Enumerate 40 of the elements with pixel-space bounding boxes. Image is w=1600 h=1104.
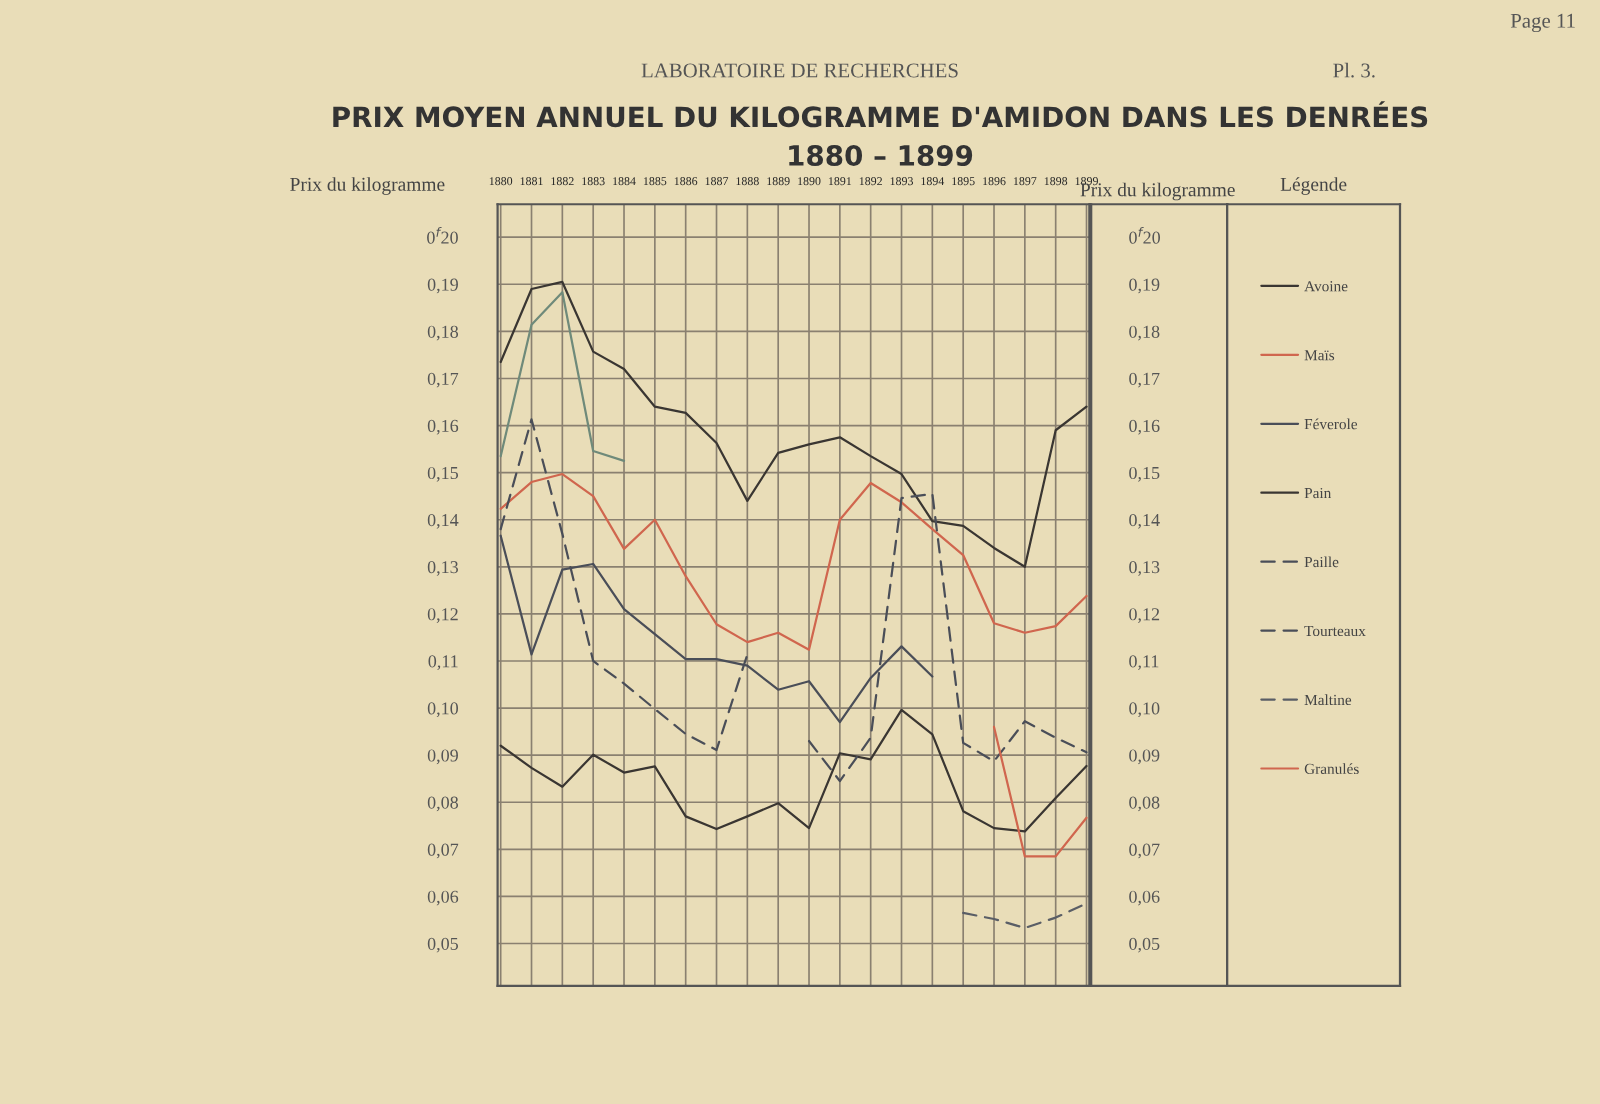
y-tick-label: 0,06 [427, 890, 459, 906]
y-axis-title: Prix du kilogramme [290, 177, 445, 195]
legend-title: Légende [1280, 177, 1347, 195]
y2-tick-label: 0,13 [1129, 561, 1160, 576]
y-tick-label: 0,11 [428, 655, 458, 671]
y2-tick-label: 0,19 [1129, 278, 1160, 294]
y2-axis-title: Prix du kilogramme [1080, 182, 1235, 201]
y2-tick-label: 0,11 [1129, 655, 1159, 671]
y2-tick-label: 0,12 [1129, 608, 1160, 623]
y-tick-label: 0$^{f}$20 [427, 227, 458, 244]
chart-subtitle: 1880 – 1899 [789, 144, 973, 166]
y2-tick-label: 0,17 [1129, 372, 1160, 388]
y-tick-label: 0,19 [427, 278, 458, 294]
chart-title: PRIX MOYEN ANNUEL DU KILOGRAMME D'AMIDON DANS LES DENRÉES [333, 101, 1428, 128]
text: Pl. 3. [1333, 62, 1375, 78]
y-tick-label: 0,10 [427, 702, 459, 718]
y-tick-label: 0,17 [427, 372, 459, 388]
y-tick-label: 0,09 [427, 749, 458, 765]
y2-tick-label: 0,07 [1129, 843, 1160, 859]
y2-tick-label: 0,16 [1129, 419, 1160, 435]
y-tick-label: 0,18 [427, 325, 459, 341]
y2-tick-label: 0,05 [1129, 937, 1160, 953]
y2-tick-label: 0,06 [1129, 890, 1160, 906]
y-tick-label: 0,05 [427, 937, 459, 953]
y2-tick-label: 0,14 [1129, 513, 1160, 529]
y2-tick-label: 0,08 [1129, 796, 1160, 812]
y2-tick-label: 0,18 [1129, 325, 1160, 341]
y-tick-label: 0,16 [427, 419, 459, 435]
y-tick-label: 0,15 [427, 466, 459, 482]
y2-tick-label: 0$^{f}$20 [1129, 227, 1160, 244]
y-tick-label: 0,07 [427, 843, 459, 859]
y-tick-label: 0,08 [427, 796, 459, 812]
y2-tick-label: 0,10 [1129, 702, 1160, 718]
y2-tick-label: 0,09 [1129, 749, 1160, 765]
y-tick-label: 0,13 [427, 561, 459, 576]
text: Page 11 [1510, 13, 1575, 33]
text: LABORATOIRE DE RECHERCHES [641, 63, 958, 78]
y-tick-label: 0,14 [427, 513, 459, 529]
y2-tick-label: 0,15 [1129, 466, 1160, 482]
y-tick-label: 0,12 [427, 608, 458, 623]
